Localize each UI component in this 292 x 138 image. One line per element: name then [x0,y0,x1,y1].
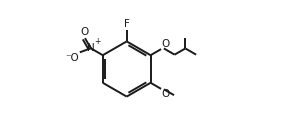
Text: O: O [162,89,170,99]
Text: F: F [124,19,130,29]
Text: O: O [81,27,89,37]
Text: +: + [94,37,101,46]
Text: N: N [87,43,95,53]
Text: ⁻O: ⁻O [65,53,79,63]
Text: O: O [162,39,170,49]
